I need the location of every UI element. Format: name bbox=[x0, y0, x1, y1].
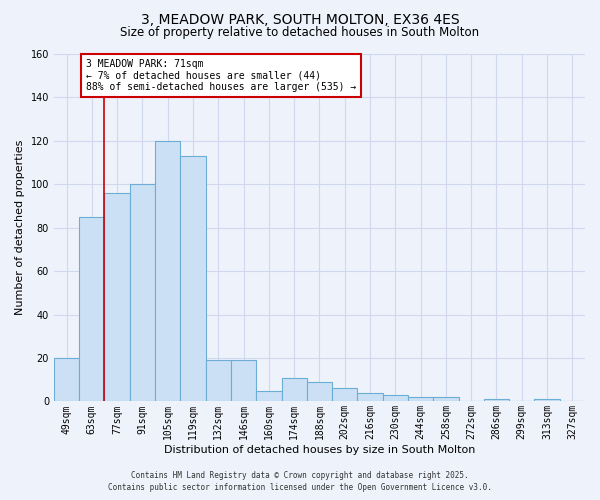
Bar bbox=[54, 358, 79, 402]
Bar bbox=[79, 217, 104, 402]
Bar bbox=[332, 388, 358, 402]
Text: 3 MEADOW PARK: 71sqm
← 7% of detached houses are smaller (44)
88% of semi-detach: 3 MEADOW PARK: 71sqm ← 7% of detached ho… bbox=[86, 59, 356, 92]
Bar bbox=[383, 395, 408, 402]
Bar bbox=[104, 193, 130, 402]
Bar bbox=[408, 397, 433, 402]
Bar bbox=[206, 360, 231, 402]
Bar bbox=[484, 399, 509, 402]
Bar bbox=[181, 156, 206, 402]
Bar bbox=[155, 141, 181, 402]
Bar bbox=[535, 399, 560, 402]
Bar bbox=[358, 392, 383, 402]
Text: Contains HM Land Registry data © Crown copyright and database right 2025.
Contai: Contains HM Land Registry data © Crown c… bbox=[108, 471, 492, 492]
Text: 3, MEADOW PARK, SOUTH MOLTON, EX36 4ES: 3, MEADOW PARK, SOUTH MOLTON, EX36 4ES bbox=[140, 12, 460, 26]
Text: Size of property relative to detached houses in South Molton: Size of property relative to detached ho… bbox=[121, 26, 479, 39]
Bar bbox=[231, 360, 256, 402]
Y-axis label: Number of detached properties: Number of detached properties bbox=[15, 140, 25, 316]
X-axis label: Distribution of detached houses by size in South Molton: Distribution of detached houses by size … bbox=[164, 445, 475, 455]
Bar bbox=[256, 390, 281, 402]
Bar bbox=[307, 382, 332, 402]
Bar bbox=[433, 397, 458, 402]
Bar bbox=[281, 378, 307, 402]
Bar bbox=[130, 184, 155, 402]
